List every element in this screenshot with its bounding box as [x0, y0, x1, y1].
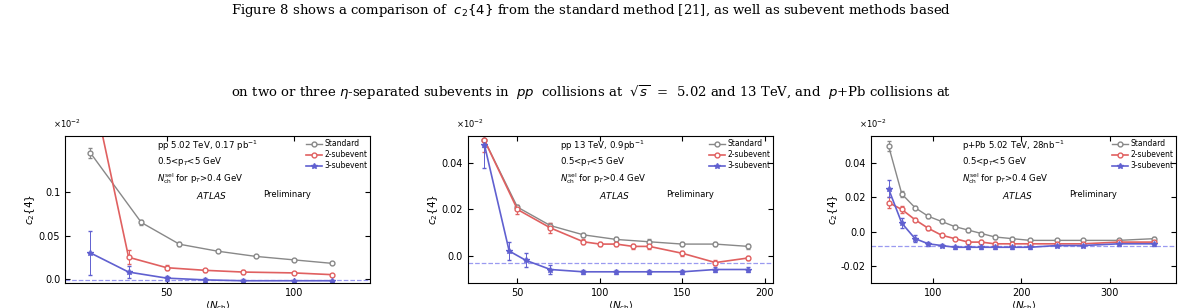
Text: 0.5<p$_T$<5 GeV: 0.5<p$_T$<5 GeV [559, 155, 625, 168]
Text: $\it{ATLAS}$: $\it{ATLAS}$ [196, 190, 227, 201]
Text: 0.5<p$_T$<5 GeV: 0.5<p$_T$<5 GeV [962, 155, 1027, 168]
Text: on two or three $\eta$-separated subevents in  $pp$  collisions at  $\sqrt{s}$  : on two or three $\eta$-separated subeven… [230, 83, 952, 102]
Text: $N_{\rm ch}^{\rm sel}$ for p$_T$>0.4 GeV: $N_{\rm ch}^{\rm sel}$ for p$_T$>0.4 GeV [559, 171, 645, 186]
Text: Preliminary: Preliminary [1070, 190, 1117, 199]
Text: Preliminary: Preliminary [667, 190, 714, 199]
Legend: Standard, 2-subevent, 3-subevent: Standard, 2-subevent, 3-subevent [708, 138, 772, 172]
Y-axis label: $c_2\{4\}$: $c_2\{4\}$ [24, 194, 38, 225]
Text: $N_{\rm ch}^{\rm sel}$ for p$_T$>0.4 GeV: $N_{\rm ch}^{\rm sel}$ for p$_T$>0.4 GeV [962, 171, 1048, 186]
Text: pp 5.02 TeV, 0.17 pb$^{-1}$: pp 5.02 TeV, 0.17 pb$^{-1}$ [156, 139, 258, 153]
Text: p+Pb 5.02 TeV, 28nb$^{-1}$: p+Pb 5.02 TeV, 28nb$^{-1}$ [962, 139, 1065, 153]
Text: $\times10^{-2}$: $\times10^{-2}$ [53, 117, 80, 130]
Text: $\times10^{-2}$: $\times10^{-2}$ [858, 117, 886, 130]
Y-axis label: $c_2\{4\}$: $c_2\{4\}$ [826, 194, 839, 225]
Text: $\it{ATLAS}$: $\it{ATLAS}$ [599, 190, 630, 201]
Legend: Standard, 2-subevent, 3-subevent: Standard, 2-subevent, 3-subevent [1111, 138, 1175, 172]
X-axis label: $\langle N_{\rm ch}\rangle$: $\langle N_{\rm ch}\rangle$ [204, 300, 230, 308]
Text: $N_{\rm ch}^{\rm sel}$ for p$_T$>0.4 GeV: $N_{\rm ch}^{\rm sel}$ for p$_T$>0.4 GeV [156, 171, 242, 186]
Text: Figure 8 shows a comparison of  $c_2\{4\}$ from the standard method [21], as wel: Figure 8 shows a comparison of $c_2\{4\}… [230, 2, 952, 18]
Text: $\times10^{-2}$: $\times10^{-2}$ [456, 117, 483, 130]
Text: Preliminary: Preliminary [264, 190, 311, 199]
X-axis label: $\langle N_{\rm ch}\rangle$: $\langle N_{\rm ch}\rangle$ [1011, 300, 1037, 308]
Text: 0.5<p$_T$<5 GeV: 0.5<p$_T$<5 GeV [156, 155, 222, 168]
Y-axis label: $c_2\{4\}$: $c_2\{4\}$ [427, 194, 440, 225]
Text: $\it{ATLAS}$: $\it{ATLAS}$ [1002, 190, 1033, 201]
X-axis label: $\langle N_{\rm ch}\rangle$: $\langle N_{\rm ch}\rangle$ [608, 300, 634, 308]
Legend: Standard, 2-subevent, 3-subevent: Standard, 2-subevent, 3-subevent [305, 138, 370, 172]
Text: pp 13 TeV, 0.9pb$^{-1}$: pp 13 TeV, 0.9pb$^{-1}$ [559, 139, 644, 153]
